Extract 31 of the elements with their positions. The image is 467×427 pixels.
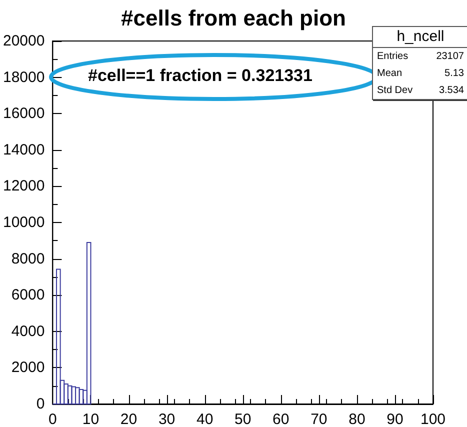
x-tick-label: 20 [120,411,138,427]
y-tick-label: 16000 [2,105,45,122]
text: 3.534 [438,84,464,98]
annotation: Std Dev [377,84,413,98]
y-tick-label: 2000 [11,359,45,376]
y-tick-label: 20000 [2,32,45,50]
y-tick-label: 12000 [2,178,45,195]
annotation: h_ncell [373,27,467,48]
annotation: Entries [377,50,408,64]
y-tick-label: 6000 [11,286,45,304]
x-tick-label: 0 [48,411,57,427]
x-tick-label: 60 [272,411,290,427]
y-tick-label: 8000 [11,250,45,268]
y-tick-label: 10000 [2,214,45,231]
y-tick-label: 0 [36,396,45,412]
x-tick-label: 50 [234,411,252,427]
annotation: #cell==1 fraction = 0.321331 [88,66,312,86]
y-tick-label: 14000 [2,141,45,158]
x-tick-label: 40 [196,411,214,427]
x-tick-label: 10 [82,411,100,427]
annotation: Mean [377,67,402,81]
x-tick-label: 90 [386,411,404,427]
text: 23107 [436,50,464,64]
x-tick-label: 70 [310,411,328,427]
y-tick-label: 18000 [2,68,45,86]
x-tick-label: 80 [348,411,366,427]
x-tick-label: 100 [420,411,446,427]
x-tick-label: 30 [158,411,176,427]
chart-title: #cells from each pion [121,6,346,30]
text: 5.13 [444,67,464,81]
y-tick-label: 4000 [11,322,45,340]
